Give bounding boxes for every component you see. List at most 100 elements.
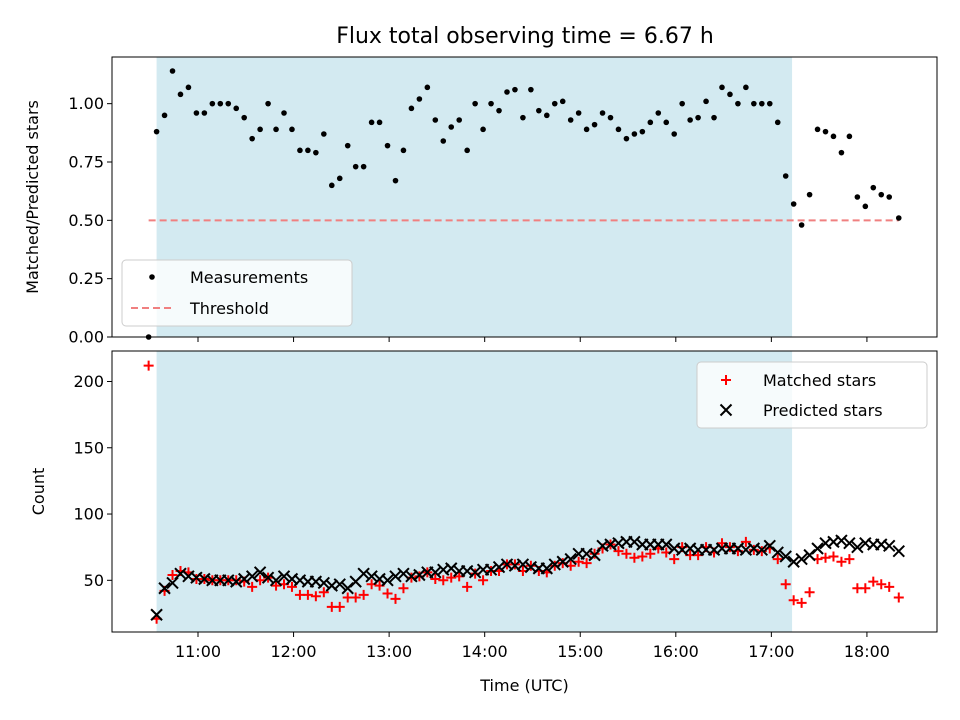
ratio-panel-legend: Measurements Threshold [121,259,353,327]
matched-star-point [271,580,282,591]
predicted-star-point [333,578,346,591]
predicted-star-point [795,552,808,566]
matched-star-point [844,554,855,565]
count-panel-y-ticks: 50 100 150 200 [73,372,112,590]
measurement-point [448,124,455,130]
predicted-star-point [397,567,410,580]
predicted-star-point [253,566,267,579]
matched-star-point [334,601,345,612]
matched-star-point [318,587,329,598]
measurement-point [201,110,208,116]
matched-star-point [876,579,887,590]
matched-star-point [621,548,632,559]
matched-star-point [780,579,791,590]
predicted-star-point [492,560,506,574]
x-tick-label: 18:00 [844,642,890,661]
measurement-point [273,126,279,133]
ratio-panel-y-label: Matched/Predicted stars [23,100,42,294]
matched-star-point [573,556,584,567]
measurement-point [862,203,869,210]
predicted-star-point [357,567,370,580]
measurement-point [217,100,224,107]
matched-star-point [836,556,847,567]
measurement-point [536,107,542,114]
legend-threshold-label: Threshold [189,299,269,318]
count-panel-observing-span [156,351,793,632]
measurement-point [328,182,335,189]
predicted-star-point [628,535,641,549]
measurement-point [679,100,685,107]
measurement-point [886,194,893,200]
predicted-star-point [811,542,824,555]
predicted-star-point [269,574,283,587]
measurement-point [265,100,271,107]
measurement-point [759,100,765,107]
matched-star-point [310,591,321,602]
x-tick-label: 17:00 [748,642,794,661]
y-tick-label: 0.75 [68,153,104,172]
predicted-star-point [755,543,769,557]
measurement-point [512,86,518,93]
predicted-stars-points [150,534,905,621]
measurement-point [161,112,168,119]
measurement-point [751,100,757,107]
measurement-point [480,126,486,133]
measurement-point [352,163,359,170]
matched-star-point [398,583,409,594]
measurement-point [774,119,781,126]
matched-star-point [740,536,751,547]
measurement-point [790,201,797,207]
x-tick-label: 15:00 [557,642,603,661]
matched-star-point [613,546,624,557]
measurement-point [209,100,216,107]
measurement-point [384,142,391,149]
measurement-point [305,147,311,154]
measurement-point [719,84,725,91]
measurement-point [727,91,733,98]
predicted-star-point [516,558,530,571]
measurement-point [846,133,853,140]
count-panel-legend: Matched stars Predicted stars [696,361,928,429]
predicted-star-point [843,536,856,550]
measurement-point [711,114,717,121]
legend-measurements-marker [149,274,155,280]
measurement-point [663,119,670,126]
legend-matched-label: Matched stars [763,371,876,390]
matched-star-point [645,548,656,559]
measurement-point [289,126,295,133]
measurement-point [854,194,861,200]
matched-star-point [462,581,473,592]
legend-measurements-label: Measurements [190,268,308,287]
x-tick-label: 12:00 [271,642,317,661]
predicted-star-point [413,568,426,582]
matched-star-point [430,573,441,584]
count-panel-frame [111,350,938,633]
measurement-points [145,68,902,340]
predicted-star-point [429,566,442,579]
legend-predicted-marker [719,403,733,417]
measurement-point [647,119,654,126]
predicted-star-point [484,563,498,576]
y-tick-label: 100 [73,505,104,524]
predicted-star-point [158,582,171,595]
matched-star-point [478,575,489,586]
y-tick-label: 150 [73,438,104,457]
ratio-panel-y-ticks: 0.00 0.25 0.50 0.75 1.00 [68,94,112,347]
measurement-point [822,128,829,135]
predicted-star-point [540,562,554,575]
matched-stars-points [143,360,904,624]
measurement-point [615,126,622,133]
measurement-point [806,191,813,198]
measurement-point [623,135,630,142]
measurement-point [432,117,439,123]
measurement-point [233,105,240,112]
y-tick-label: 0.50 [68,211,104,230]
matched-star-point [167,570,178,581]
predicted-star-point [389,570,402,583]
matched-star-point [143,360,154,371]
measurement-point [464,147,470,154]
measurement-point [798,222,805,228]
measurement-point [782,173,789,179]
measurement-point [567,117,574,123]
